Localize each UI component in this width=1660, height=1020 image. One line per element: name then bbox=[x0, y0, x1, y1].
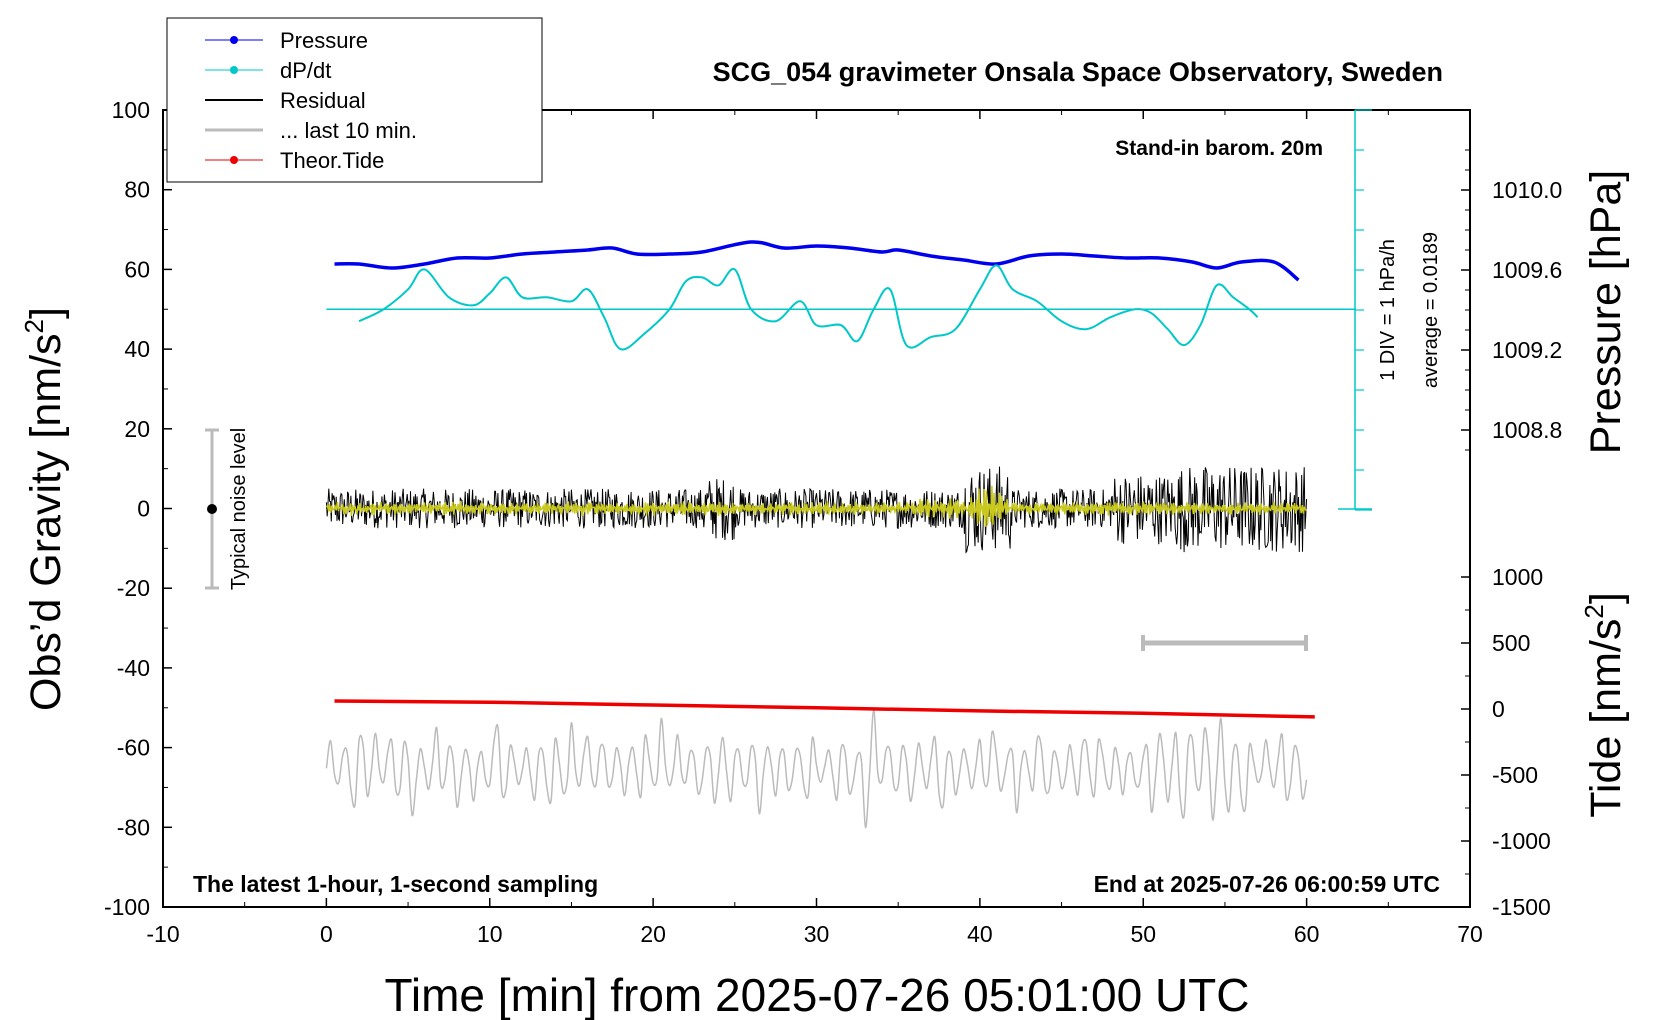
tide-tick-label: 500 bbox=[1492, 630, 1530, 656]
last-10-min-line bbox=[325, 709, 1308, 829]
y-tick-label: -100 bbox=[104, 894, 150, 920]
y-axis-label-sup: 2 bbox=[19, 319, 49, 333]
pressure-line bbox=[334, 240, 1300, 282]
y-axis-label: Obs’d Gravity [nm/s2] bbox=[19, 307, 70, 711]
tide-tick-label: -1500 bbox=[1492, 894, 1551, 920]
tide-axis-label-text: Tide [nm/s bbox=[1582, 619, 1630, 818]
y-tick-label: 60 bbox=[124, 256, 150, 282]
end-time-label: End at 2025-07-26 06:00:59 UTC bbox=[1094, 871, 1440, 897]
y-tick-label: 100 bbox=[112, 97, 150, 123]
pressure-tick-label: 1010.0 bbox=[1492, 177, 1562, 203]
y-tick-label: -80 bbox=[117, 814, 150, 840]
tide-tick-label: 0 bbox=[1492, 696, 1505, 722]
x-tick-label: 40 bbox=[967, 921, 993, 947]
noise-level-label: Typical noise level bbox=[228, 428, 250, 590]
legend-marker bbox=[230, 156, 238, 164]
legend-label: ... last 10 min. bbox=[280, 118, 417, 143]
average-label: average = 0.0189 bbox=[1420, 232, 1442, 388]
pressure-tick-label: 1009.2 bbox=[1492, 337, 1562, 363]
x-axis-label: Time [min] from 2025-07-26 05:01:00 UTC bbox=[385, 969, 1250, 1020]
y-tick-label: 80 bbox=[124, 177, 150, 203]
x-tick-label: 60 bbox=[1294, 921, 1320, 947]
y-tick-label: 20 bbox=[124, 416, 150, 442]
last-10-min-bar bbox=[1141, 635, 1308, 651]
y-tick-label: -20 bbox=[117, 575, 150, 601]
y-tick-label: -60 bbox=[117, 735, 150, 761]
y-tick-label: 40 bbox=[124, 336, 150, 362]
legend-marker bbox=[230, 36, 238, 44]
pressure-tick-label: 1009.6 bbox=[1492, 257, 1562, 283]
x-tick-label: 10 bbox=[477, 921, 503, 947]
filtered-residual-line bbox=[325, 485, 1307, 527]
legend: Pressure dP/dt Residual ... last 10 min. The… bbox=[166, 17, 543, 183]
div-label: 1 DIV = 1 hPa/h bbox=[1377, 239, 1399, 381]
y-axis-label-end: ] bbox=[22, 307, 70, 319]
last-10-min-layer bbox=[325, 709, 1308, 829]
legend-label: Pressure bbox=[280, 28, 368, 53]
sampling-label: The latest 1-hour, 1-second sampling bbox=[193, 871, 598, 897]
x-tick-label: -10 bbox=[146, 921, 179, 947]
y-tick-label: -40 bbox=[117, 655, 150, 681]
x-tick-label: 0 bbox=[320, 921, 333, 947]
tide-tick-label: 1000 bbox=[1492, 564, 1543, 590]
x-tick-label: 70 bbox=[1457, 921, 1483, 947]
tide-tick-label: -500 bbox=[1492, 762, 1538, 788]
dpdt-scale-bar bbox=[1338, 109, 1372, 511]
chart-title: SCG_054 gravimeter Onsala Space Observat… bbox=[713, 57, 1443, 87]
stand-in-label: Stand-in barom. 20m bbox=[1115, 137, 1323, 160]
x-tick-label: 30 bbox=[804, 921, 830, 947]
legend-label: Theor.Tide bbox=[280, 148, 384, 173]
legend-label: dP/dt bbox=[280, 58, 331, 83]
x-tick-label: 20 bbox=[640, 921, 666, 947]
theor-tide-line bbox=[334, 699, 1315, 719]
tide-axis-label-end: ] bbox=[1582, 592, 1630, 604]
x-tick-label: 50 bbox=[1130, 921, 1156, 947]
tide-tick-label: -1000 bbox=[1492, 828, 1551, 854]
pressure-tick-label: 1008.8 bbox=[1492, 417, 1562, 443]
series-layer bbox=[326, 240, 1356, 719]
tide-axis-label: Tide [nm/s2] bbox=[1579, 592, 1630, 818]
axis-ticks: -10 0 10 20 30 40 50 60 70100806040200-20-40-60-… bbox=[104, 97, 1562, 947]
y-axis-label-text: Obs’d Gravity [nm/s bbox=[22, 333, 70, 711]
pressure-axis-label: Pressure [hPa] bbox=[1582, 170, 1630, 454]
legend-marker bbox=[230, 66, 238, 74]
residual-line bbox=[325, 466, 1308, 554]
residual-layer bbox=[325, 466, 1308, 554]
legend-label: Residual bbox=[280, 88, 366, 113]
tide-axis-label-sup: 2 bbox=[1579, 604, 1609, 618]
y-tick-label: 0 bbox=[137, 496, 150, 522]
noise-level-bar bbox=[205, 428, 219, 590]
dpdt-line bbox=[358, 264, 1259, 351]
